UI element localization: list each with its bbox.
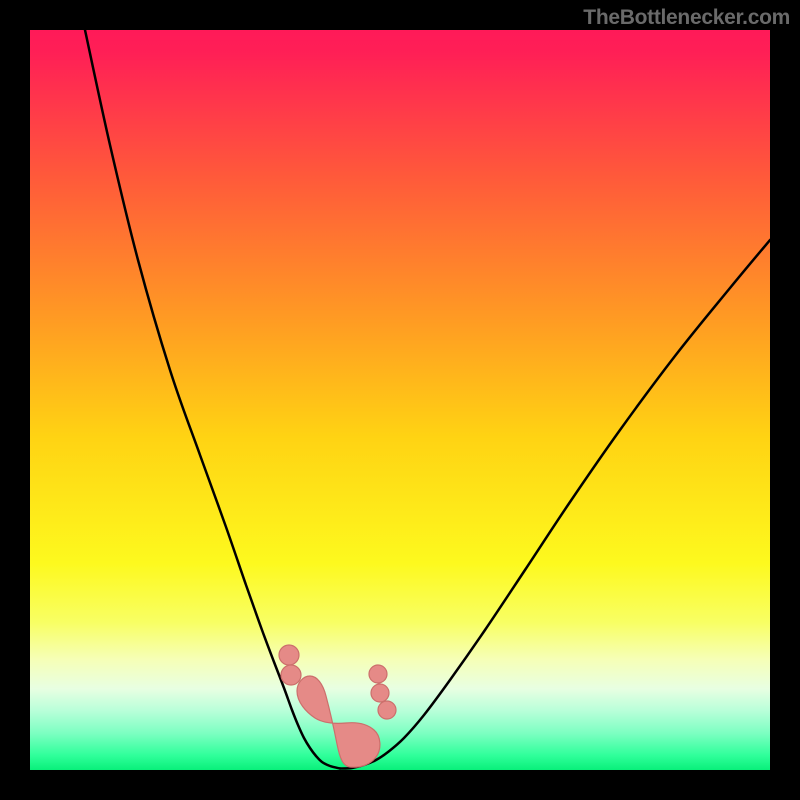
gradient-background <box>30 30 770 770</box>
marker-dot-1 <box>281 665 301 685</box>
marker-dot-4 <box>378 701 396 719</box>
marker-dot-0 <box>279 645 299 665</box>
plot-area <box>30 30 770 770</box>
outer-frame: TheBottlenecker.com <box>0 0 800 800</box>
chart-svg <box>30 30 770 770</box>
watermark-text: TheBottlenecker.com <box>583 6 790 30</box>
marker-dot-3 <box>371 684 389 702</box>
marker-dot-2 <box>369 665 387 683</box>
